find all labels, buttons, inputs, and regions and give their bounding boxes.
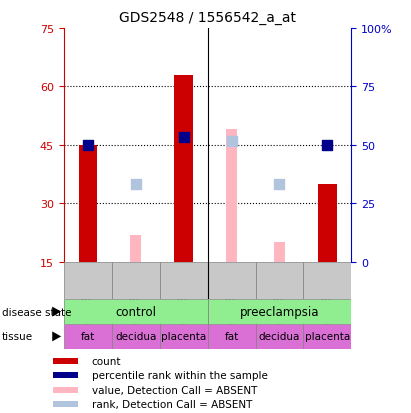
Bar <box>64 262 112 299</box>
Title: GDS2548 / 1556542_a_at: GDS2548 / 1556542_a_at <box>119 11 296 25</box>
Bar <box>64 299 208 324</box>
Bar <box>53 372 78 378</box>
Text: decidua: decidua <box>115 332 156 342</box>
Text: decidua: decidua <box>259 332 300 342</box>
Bar <box>53 401 78 408</box>
Bar <box>226 130 237 262</box>
Text: placenta: placenta <box>305 332 350 342</box>
Bar <box>274 243 285 262</box>
Point <box>228 138 235 145</box>
Bar <box>112 324 159 349</box>
Text: count: count <box>92 356 121 366</box>
Text: tissue: tissue <box>2 332 33 342</box>
Bar <box>303 324 351 349</box>
Text: percentile rank within the sample: percentile rank within the sample <box>92 370 268 380</box>
Bar <box>303 262 351 299</box>
Bar <box>159 262 208 299</box>
Polygon shape <box>52 332 61 342</box>
Bar <box>319 185 337 262</box>
Bar <box>174 76 193 262</box>
Bar <box>112 262 159 299</box>
Text: fat: fat <box>224 332 239 342</box>
Bar <box>53 387 78 393</box>
Point <box>132 181 139 188</box>
Point <box>276 181 283 188</box>
Bar <box>208 324 256 349</box>
Bar <box>208 262 256 299</box>
Point <box>180 135 187 141</box>
Bar <box>79 146 97 262</box>
Point <box>84 142 91 149</box>
Text: value, Detection Call = ABSENT: value, Detection Call = ABSENT <box>92 385 257 395</box>
Bar <box>130 235 141 262</box>
Text: control: control <box>115 305 156 318</box>
Text: placenta: placenta <box>161 332 206 342</box>
Bar <box>208 299 351 324</box>
Bar <box>64 324 112 349</box>
Polygon shape <box>52 307 61 317</box>
Text: rank, Detection Call = ABSENT: rank, Detection Call = ABSENT <box>92 399 252 409</box>
Bar <box>53 358 78 364</box>
Text: disease state: disease state <box>2 307 72 317</box>
Bar <box>159 324 208 349</box>
Point <box>324 142 331 149</box>
Bar <box>256 324 303 349</box>
Text: fat: fat <box>81 332 95 342</box>
Bar <box>256 262 303 299</box>
Text: preeclampsia: preeclampsia <box>240 305 319 318</box>
